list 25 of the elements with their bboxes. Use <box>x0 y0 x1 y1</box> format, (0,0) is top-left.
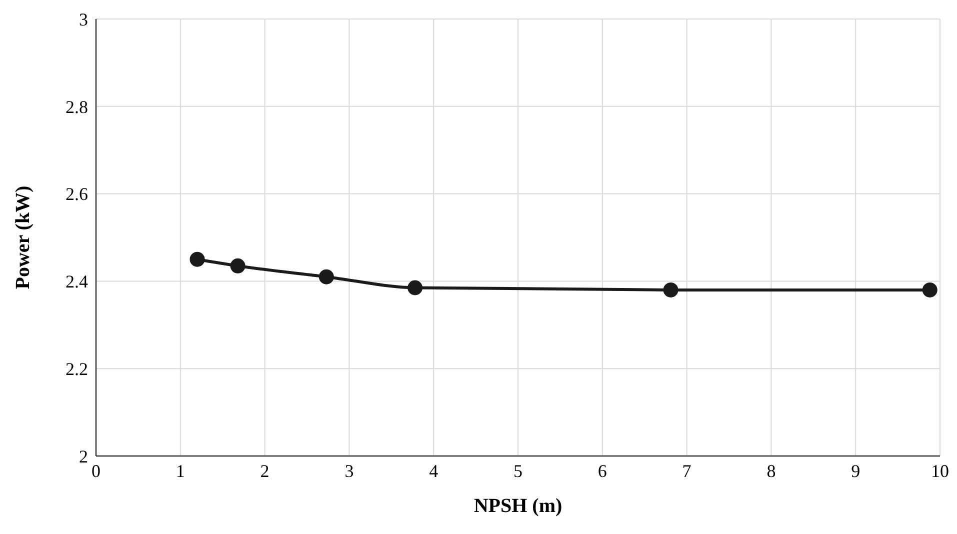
y-tick-label: 3 <box>79 9 88 30</box>
point <box>663 282 678 298</box>
y-tick-label: 2.6 <box>66 184 88 204</box>
x-tick-label: 8 <box>766 460 776 481</box>
y-tick-label: 2.4 <box>66 272 88 292</box>
y-axis-title: Power (kW) <box>12 186 34 290</box>
point <box>190 252 205 267</box>
x-tick-label: 7 <box>682 460 692 481</box>
y-tick-label: 2.2 <box>66 358 88 379</box>
y-tick-label: 2.8 <box>66 96 88 117</box>
point <box>230 258 246 274</box>
x-tick-label: 0 <box>92 460 100 481</box>
x-axis-title: NPSH (m) <box>474 495 562 517</box>
x-tick-label: 2 <box>260 460 270 481</box>
x-tick-label: 10 <box>931 460 949 481</box>
x-tick-label: 1 <box>176 460 185 481</box>
y-tick-label: 2 <box>79 446 88 466</box>
x-tick-label: 9 <box>851 460 860 481</box>
point <box>318 269 334 284</box>
x-tick-label: 3 <box>344 460 354 481</box>
x-tick-label: 4 <box>429 460 438 481</box>
point <box>922 282 938 298</box>
x-tick-label: 5 <box>514 460 522 481</box>
point <box>408 280 423 296</box>
x-tick-label: 6 <box>598 460 607 481</box>
